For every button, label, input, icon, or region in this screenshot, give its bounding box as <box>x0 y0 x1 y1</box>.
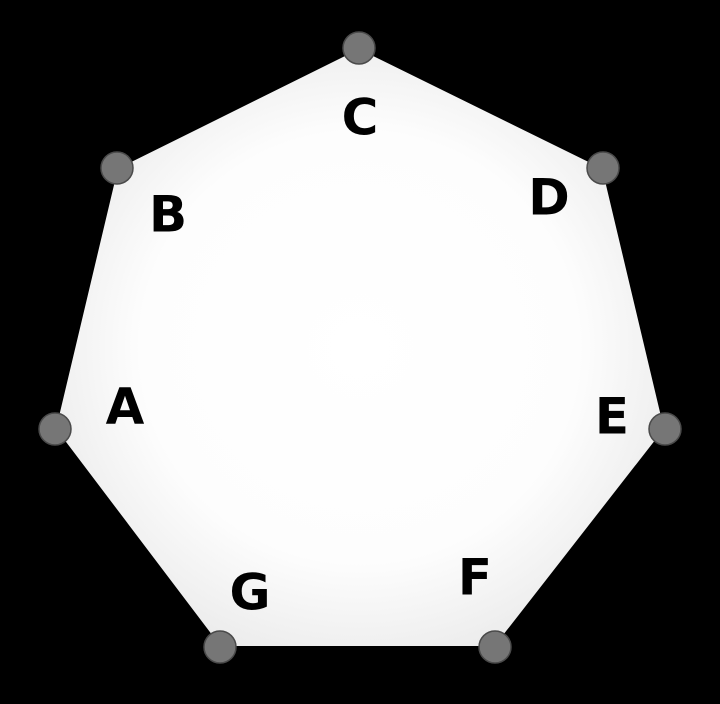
vertex-label-b: B <box>149 186 187 244</box>
vertex-label-f: F <box>458 549 492 607</box>
vertex-dot-e <box>648 412 682 446</box>
vertex-label-g: G <box>229 564 270 622</box>
vertex-label-e: E <box>595 388 629 446</box>
vertex-labels: A B C D E F G <box>106 89 629 622</box>
vertex-label-a: A <box>106 378 145 436</box>
vertex-dot-f <box>478 630 512 664</box>
vertex-dot-c <box>342 31 376 65</box>
vertex-label-c: C <box>342 89 379 147</box>
vertex-dot-g <box>203 630 237 664</box>
vertex-label-d: D <box>528 169 570 227</box>
vertex-dot-d <box>586 151 620 185</box>
vertex-dot-a <box>38 412 72 446</box>
heptagon-shape <box>53 46 667 648</box>
vertex-dot-b <box>100 151 134 185</box>
vertex-markers <box>38 31 682 664</box>
